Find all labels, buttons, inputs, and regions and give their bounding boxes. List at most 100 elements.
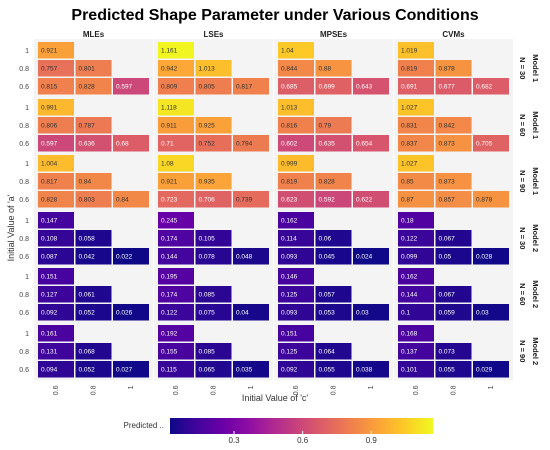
- cell-value-label: 0.817: [41, 179, 58, 186]
- y-tick-label: 0.8: [19, 179, 29, 186]
- cell-value-label: 0.06: [319, 236, 332, 243]
- heatmap-cell: [158, 78, 194, 95]
- heatmap-cell: [158, 42, 194, 59]
- cell-value-label: 0.819: [281, 179, 298, 186]
- heatmap-cell: [158, 99, 194, 116]
- cell-value-label: 0.125: [281, 292, 298, 299]
- heatmap-cell: [38, 304, 74, 321]
- cell-value-label: 0.042: [79, 254, 96, 261]
- heatmap-cell: [158, 286, 194, 303]
- cell-value-label: 1.08: [161, 161, 174, 168]
- heatmap-cell: [315, 173, 352, 190]
- heatmap-cell: [38, 135, 74, 152]
- cell-value-label: 0.168: [401, 331, 418, 338]
- cell-value-label: 0.739: [236, 197, 253, 204]
- y-tick-label: 1: [25, 105, 29, 112]
- heatmap-cell: [398, 135, 434, 152]
- y-tick-label: 0.6: [19, 310, 29, 317]
- cell-value-label: 0.027: [116, 367, 133, 374]
- heatmap-cell: [233, 304, 269, 321]
- cell-value-label: 0.064: [319, 349, 336, 356]
- heatmap-cell: [75, 78, 112, 95]
- cell-value-label: 1.004: [41, 161, 58, 168]
- heatmap-cell: [75, 117, 112, 134]
- cell-value-label: 0.991: [41, 105, 58, 112]
- heatmap-cell: [233, 191, 269, 208]
- cell-value-label: 0.155: [161, 349, 178, 356]
- cell-value-label: 0.147: [41, 218, 58, 225]
- y-tick-label: 0.6: [19, 254, 29, 261]
- cell-value-label: 0.026: [116, 310, 133, 317]
- y-tick-label: 1: [25, 331, 29, 338]
- cell-value-label: 0.065: [199, 367, 216, 374]
- cell-value-label: 0.87: [401, 197, 414, 204]
- heatmap-cell: [315, 343, 352, 360]
- cell-value-label: 0.085: [199, 349, 216, 356]
- heatmap-cell: [158, 304, 194, 321]
- heatmap-cell: [353, 361, 389, 378]
- heatmap-cell: [278, 60, 314, 77]
- cell-value-label: 0.88: [319, 66, 332, 73]
- cell-value-label: 0.622: [356, 197, 373, 204]
- x-tick-label: 0.8: [331, 385, 338, 395]
- heatmap-cell: [398, 286, 434, 303]
- cell-value-label: 0.068: [79, 349, 96, 356]
- heatmap-cell: [195, 173, 232, 190]
- x-tick-label: 0.6: [293, 385, 300, 395]
- heatmap-cell: [158, 343, 194, 360]
- heatmap-cell: [113, 248, 149, 265]
- cell-value-label: 0.623: [281, 197, 298, 204]
- heatmap-cell: [75, 230, 112, 247]
- heatmap-cell: [398, 268, 434, 285]
- cell-value-label: 0.682: [476, 84, 493, 91]
- heatmap-cell: [75, 304, 112, 321]
- heatmap-cell: [398, 361, 434, 378]
- cell-value-label: 0.174: [161, 236, 178, 243]
- heatmap-cell: [435, 286, 472, 303]
- cell-value-label: 0.101: [401, 367, 418, 374]
- cell-value-label: 0.857: [439, 197, 456, 204]
- cell-value-label: 0.073: [439, 349, 456, 356]
- heatmap-cell: [398, 173, 434, 190]
- cell-value-label: 0.114: [281, 236, 297, 243]
- heatmap-cell: [278, 325, 314, 342]
- cell-value-label: 0.79: [319, 123, 332, 130]
- cell-value-label: 1.027: [401, 105, 418, 112]
- heatmap-cell: [75, 173, 112, 190]
- heatmap-cell: [278, 155, 314, 172]
- y-tick-label: 0.8: [19, 349, 29, 356]
- cell-value-label: 0.131: [41, 349, 58, 356]
- heatmap-cell: [278, 173, 314, 190]
- heatmap-cell: [278, 361, 314, 378]
- color-legend: Predicted .. 0.3 0.6 0.9: [124, 418, 433, 445]
- heatmap-cell: [398, 325, 434, 342]
- heatmap-cell: [398, 212, 434, 229]
- heatmap-cell: [435, 78, 472, 95]
- heatmap-cell: [113, 135, 149, 152]
- cell-value-label: 0.035: [236, 367, 253, 374]
- heatmap-cell: [38, 343, 74, 360]
- x-tick-label: 0.6: [53, 385, 60, 395]
- facet-col-label: MPSEs: [320, 30, 348, 39]
- heatmap-cell: [195, 135, 232, 152]
- cell-value-label: 0.052: [79, 310, 96, 317]
- y-tick-label: 1: [25, 274, 29, 281]
- cell-value-label: 0.921: [41, 48, 58, 55]
- heatmap-cell: [398, 99, 434, 116]
- heatmap-cell: [278, 230, 314, 247]
- cell-value-label: 0.828: [41, 197, 58, 204]
- cell-value-label: 0.925: [199, 123, 216, 130]
- cell-value-label: 0.1: [401, 310, 410, 317]
- heatmap-cell: [75, 286, 112, 303]
- cell-value-label: 0.942: [161, 66, 178, 73]
- heatmap-cell: [195, 230, 232, 247]
- heatmap-cell: [38, 117, 74, 134]
- heatmap-cell: [195, 60, 232, 77]
- cell-value-label: 0.092: [281, 367, 298, 374]
- cell-value-label: 0.115: [161, 367, 177, 374]
- heatmap-cell: [278, 135, 314, 152]
- cell-value-label: 0.794: [236, 141, 253, 148]
- heatmap-cell: [75, 191, 112, 208]
- x-tick-label: 1: [488, 385, 495, 389]
